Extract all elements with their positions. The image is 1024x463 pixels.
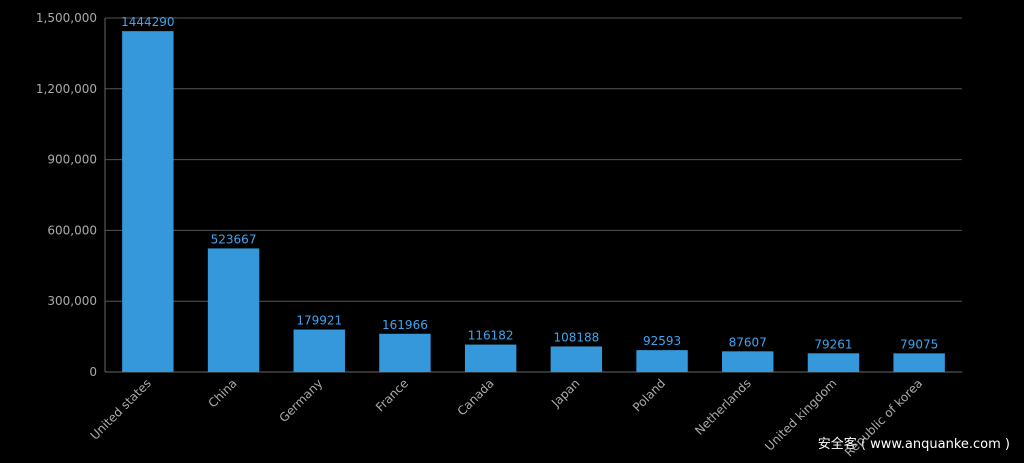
bar (122, 31, 174, 373)
value-label: 79075 (900, 337, 938, 351)
bar (807, 353, 860, 372)
y-tick-label: 600,000 (47, 223, 97, 237)
bar (464, 344, 517, 372)
bar (893, 353, 945, 372)
value-label: 108188 (553, 330, 599, 344)
value-label: 79261 (814, 337, 852, 351)
value-label: 116182 (468, 329, 514, 343)
watermark: 安全客 ( www.anquanke.com ) (818, 436, 1010, 452)
y-tick-label: 1,200,000 (36, 82, 97, 96)
bar (722, 351, 774, 372)
y-tick-label: 900,000 (47, 153, 97, 167)
bar (636, 350, 688, 372)
value-label: 87607 (729, 335, 767, 349)
value-label: 523667 (211, 232, 257, 246)
value-label: 1444290 (121, 15, 174, 29)
y-tick-label: 1,500,000 (36, 11, 97, 25)
bar (379, 333, 431, 372)
bar (293, 329, 345, 372)
y-tick-label: 0 (89, 365, 97, 379)
value-label: 179921 (296, 314, 342, 328)
y-tick-label: 300,000 (47, 294, 97, 308)
value-label: 92593 (643, 334, 681, 348)
value-label: 161966 (382, 318, 428, 332)
bar (550, 346, 603, 372)
bar (207, 248, 260, 372)
